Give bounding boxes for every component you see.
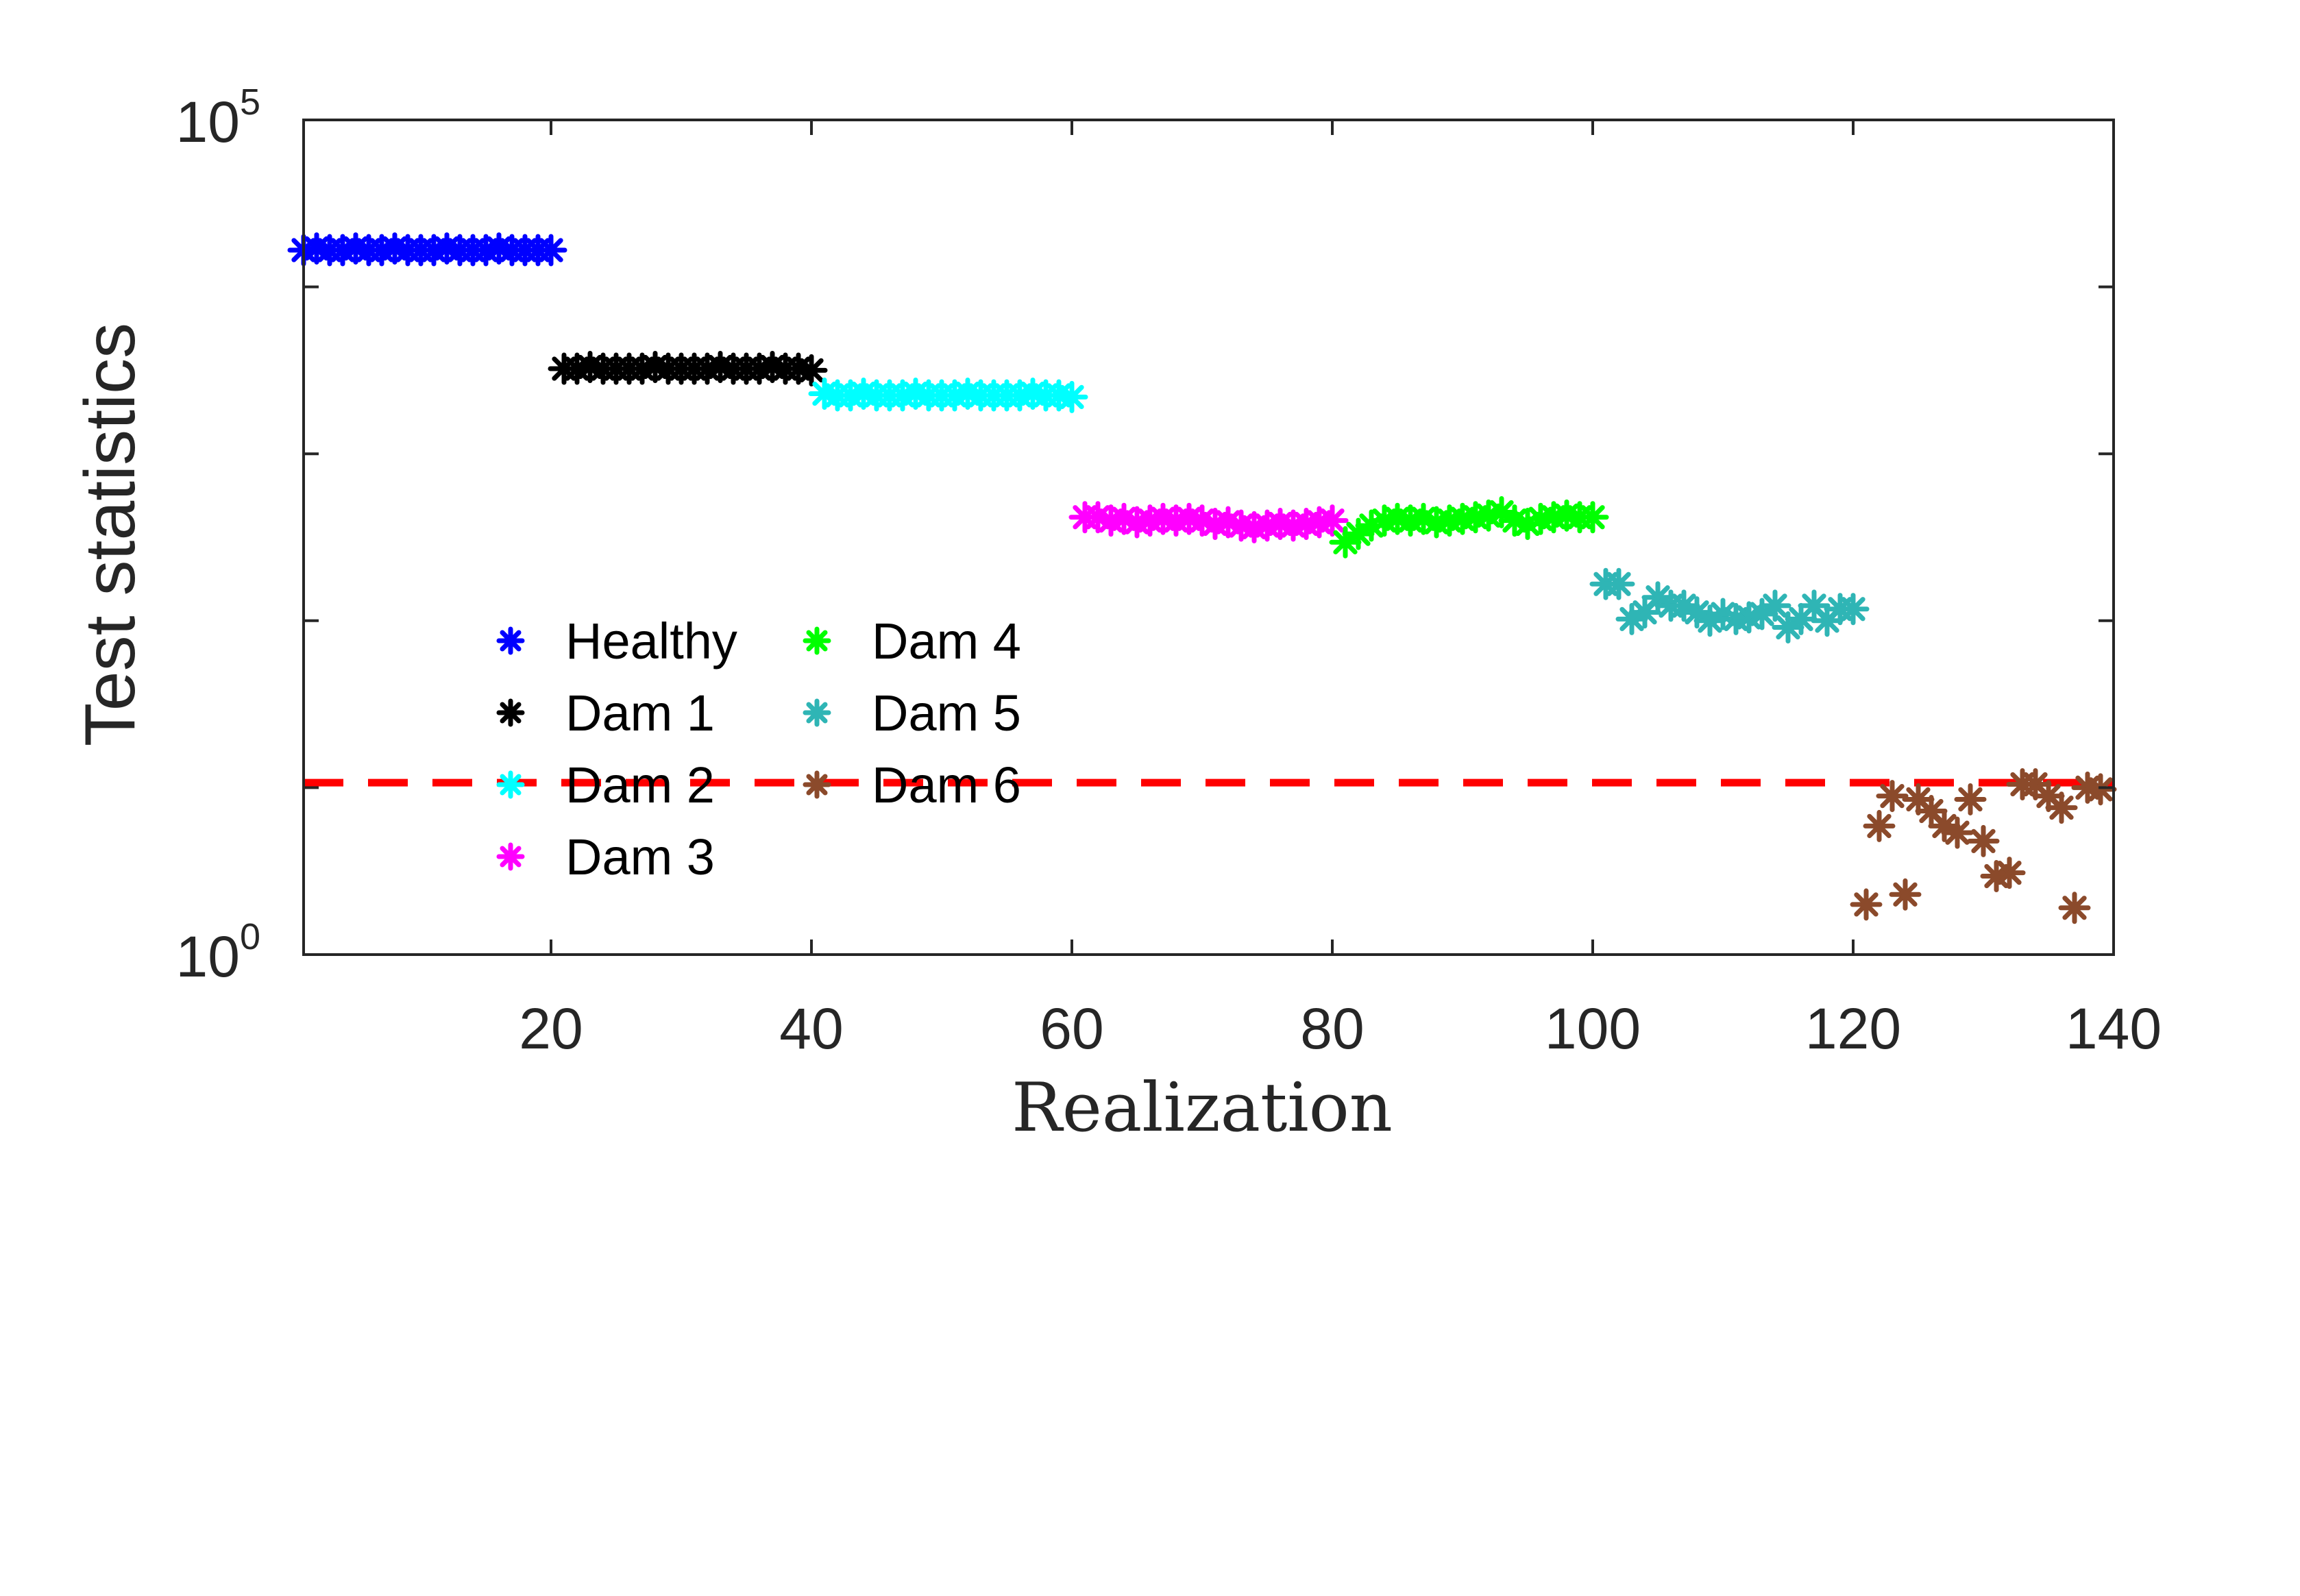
data-point bbox=[1641, 581, 1674, 614]
data-point bbox=[1993, 857, 2026, 889]
data-point bbox=[1889, 878, 1922, 911]
data-point bbox=[1576, 501, 1609, 534]
data-point bbox=[1186, 504, 1219, 537]
y-tick-label: 105 bbox=[176, 82, 260, 154]
data-point bbox=[1837, 593, 1870, 626]
series-dam-3 bbox=[1068, 501, 1349, 543]
points-layer bbox=[287, 232, 2117, 924]
legend-label: Dam 3 bbox=[565, 828, 715, 885]
x-tick-label: 40 bbox=[779, 996, 843, 1061]
series-dam-1 bbox=[548, 351, 828, 386]
data-point bbox=[1602, 567, 1635, 600]
data-point bbox=[1055, 380, 1088, 413]
legend-marker bbox=[496, 842, 525, 871]
legend-marker bbox=[803, 626, 831, 655]
series-dam-2 bbox=[808, 378, 1088, 413]
plot-box-fill bbox=[304, 120, 2114, 955]
legend-label: Dam 2 bbox=[565, 757, 715, 813]
data-point bbox=[1876, 780, 1909, 813]
legend-item: Dam 2 bbox=[496, 757, 715, 813]
legend-label: Dam 5 bbox=[872, 685, 1021, 741]
data-point bbox=[535, 234, 567, 267]
legend: Healthy Dam 1 Dam 2 Dam 3 Dam 4 Dam 5 Dam 6 bbox=[496, 613, 1021, 885]
x-tick-label: 140 bbox=[2066, 996, 2162, 1061]
legend-item: Dam 1 bbox=[496, 685, 715, 741]
plot-area bbox=[304, 120, 2114, 955]
legend-label: Healthy bbox=[565, 613, 737, 670]
series-healthy bbox=[287, 232, 567, 267]
legend-label: Dam 6 bbox=[872, 757, 1021, 813]
y-tick-label: 100 bbox=[176, 916, 260, 989]
legend-marker bbox=[496, 698, 525, 727]
series-dam-4 bbox=[1329, 495, 1609, 558]
data-point bbox=[795, 354, 828, 386]
data-point bbox=[1941, 816, 1974, 849]
data-point bbox=[2045, 791, 2078, 824]
data-point bbox=[1759, 589, 1791, 622]
data-point bbox=[1954, 783, 1987, 815]
legend-item: Dam 4 bbox=[803, 613, 1021, 670]
data-point bbox=[2058, 892, 2091, 924]
legend-item: Dam 5 bbox=[803, 685, 1021, 741]
y-axis-label: Test statistics bbox=[71, 323, 150, 746]
data-point bbox=[1850, 888, 1883, 921]
data-point bbox=[1967, 824, 2000, 857]
data-point bbox=[1316, 504, 1349, 537]
x-axis-label: Realization bbox=[1012, 1069, 1393, 1147]
legend-marker bbox=[496, 626, 525, 655]
series-dam-6 bbox=[1850, 768, 2117, 924]
legend-item: Dam 3 bbox=[496, 828, 715, 885]
series-dam-5 bbox=[1589, 567, 1870, 644]
legend-marker bbox=[803, 698, 831, 727]
legend-item: Dam 6 bbox=[803, 757, 1021, 813]
x-tick-label: 80 bbox=[1300, 996, 1364, 1061]
legend-marker bbox=[803, 770, 831, 799]
x-tick-label: 100 bbox=[1545, 996, 1641, 1061]
axes-layer: 20 40 60 80 100 120 140 100 105 bbox=[176, 82, 2162, 1061]
legend-label: Dam 1 bbox=[565, 685, 715, 741]
axes-box bbox=[302, 119, 2115, 956]
data-point bbox=[1863, 809, 1896, 842]
x-tick-label: 60 bbox=[1040, 996, 1103, 1061]
legend-marker bbox=[496, 770, 525, 799]
data-point bbox=[2084, 773, 2117, 806]
legend-label: Dam 4 bbox=[872, 613, 1021, 670]
x-tick-label: 20 bbox=[519, 996, 583, 1061]
x-tick-label: 120 bbox=[1805, 996, 1901, 1061]
legend-item: Healthy bbox=[496, 613, 737, 670]
